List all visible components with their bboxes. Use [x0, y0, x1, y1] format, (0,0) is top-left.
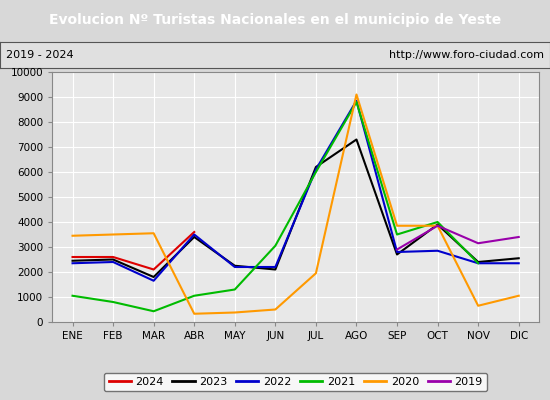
Text: http://www.foro-ciudad.com: http://www.foro-ciudad.com	[389, 50, 544, 60]
Text: 2019 - 2024: 2019 - 2024	[6, 50, 73, 60]
Text: Evolucion Nº Turistas Nacionales en el municipio de Yeste: Evolucion Nº Turistas Nacionales en el m…	[49, 13, 501, 27]
Legend: 2024, 2023, 2022, 2021, 2020, 2019: 2024, 2023, 2022, 2021, 2020, 2019	[104, 372, 487, 392]
